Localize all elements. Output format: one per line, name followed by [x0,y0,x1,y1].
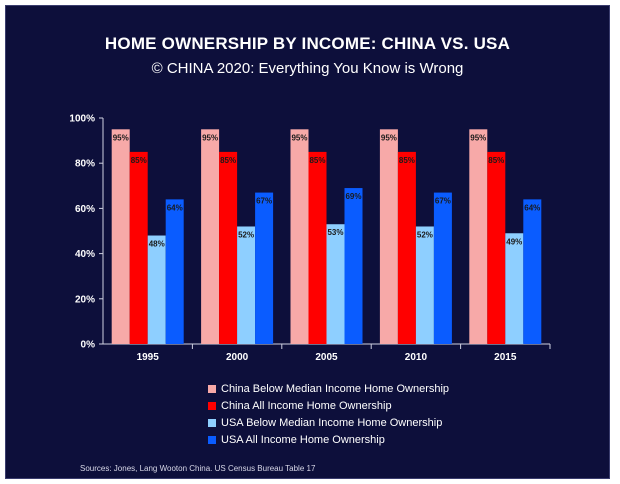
bar [165,199,184,344]
legend-swatch [208,401,216,410]
bar-data-label: 85% [131,156,147,165]
bar-chart: 0% 20% 40% 60% 80% 100% 1995 2000 2005 2010 2015 9… [69,114,551,363]
bar [111,129,130,344]
bar [523,199,542,344]
bar-data-label: 85% [399,156,415,165]
data-labels: 95% 85% 48% 64% 95% 85% 52% 67% 95% 85% 53% 69% 95% 8… [113,133,541,248]
bar-data-label: 85% [220,156,236,165]
bar [487,151,506,344]
legend-swatch [208,384,216,393]
y-tick-label: 40% [75,249,95,260]
bar-data-label: 53% [327,228,343,237]
chart-panel: HOME OWNERSHIP BY INCOME: CHINA VS. USA … [5,5,610,479]
y-tick-label: 100% [69,114,95,125]
bar-data-label: 52% [238,230,254,239]
bar-data-label: 48% [149,240,165,249]
bar [308,151,327,344]
legend-item: China All Income Home Ownership [208,397,449,414]
bar-data-label: 64% [524,203,540,212]
bar [147,235,166,344]
x-category-label: 2015 [494,352,517,363]
bar [344,188,363,344]
source-note: Sources: Jones, Lang Wooton China. US Ce… [80,464,316,473]
bar-data-label: 49% [506,237,522,246]
chart-subtitle: © CHINA 2020: Everything You Know is Wro… [151,60,464,77]
bar-data-label: 95% [113,133,129,142]
legend-item: USA All Income Home Ownership [208,431,449,448]
bar-data-label: 95% [291,133,307,142]
bar [415,226,434,344]
bar [237,226,256,344]
bars [111,129,542,344]
x-category-label: 2005 [315,352,338,363]
x-category-label: 1995 [137,352,160,363]
bar [201,129,220,344]
legend-swatch [208,418,216,427]
legend-label: China All Income Home Ownership [221,399,392,412]
legend-item: USA Below Median Income Home Ownership [208,414,449,431]
bar [469,129,488,344]
bar [505,233,524,344]
bar [290,129,309,344]
legend-swatch [208,435,216,444]
bar-data-label: 95% [202,133,218,142]
bar-data-label: 69% [345,192,361,201]
bar-data-label: 67% [435,197,451,206]
y-tick-label: 80% [75,159,95,170]
bar-data-label: 85% [488,156,504,165]
legend-item: China Below Median Income Home Ownership [208,380,449,397]
bar [397,151,416,344]
bar-data-label: 64% [167,203,183,212]
bar [326,224,345,344]
bar [433,192,452,344]
chart-title: HOME OWNERSHIP BY INCOME: CHINA VS. USA [104,34,511,53]
legend-label: USA Below Median Income Home Ownership [221,416,443,429]
bar-data-label: 52% [417,230,433,239]
legend-label: China Below Median Income Home Ownership [221,382,450,395]
bar-data-label: 85% [309,156,325,165]
bar [379,129,398,344]
bar [129,151,148,344]
bar-data-label: 67% [256,197,272,206]
bar [219,151,238,344]
legend: China Below Median Income Home Ownership… [208,380,449,448]
y-tick-label: 0% [81,340,96,351]
y-tick-label: 20% [75,294,95,305]
y-tick-label: 60% [75,204,95,215]
x-category-label: 2000 [226,352,249,363]
x-category-label: 2010 [405,352,428,363]
bar-data-label: 95% [381,133,397,142]
bar-data-label: 95% [470,133,486,142]
bar [255,192,274,344]
legend-label: USA All Income Home Ownership [221,433,385,446]
